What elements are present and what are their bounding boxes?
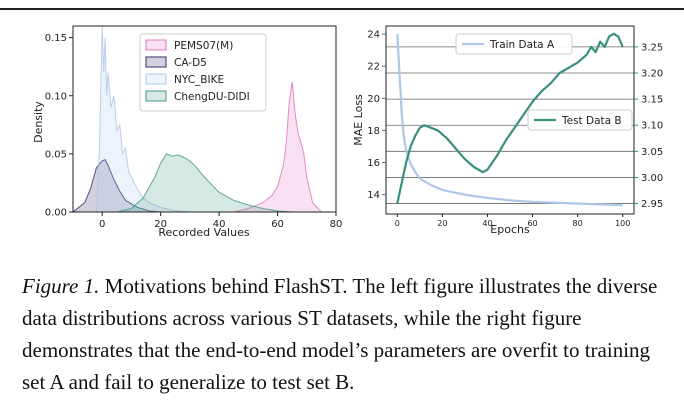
left-x-tick-label: 40: [213, 219, 226, 230]
line-train-data-a: [396, 33, 623, 207]
right-right-y-tick-label: 3.00: [641, 173, 663, 184]
legend-swatch-pems07-m: [145, 39, 167, 51]
legend-label-train-data-a: Train Data A: [489, 39, 555, 51]
right-y-axis-label: MAE Loss: [352, 94, 365, 146]
density-area-nyc-bike: [95, 25, 190, 213]
line-test-data-b: [396, 32, 624, 204]
left-legend-box: [139, 33, 267, 112]
figure-caption-label: Figure 1.: [22, 274, 100, 298]
right-x-tick-label: 20: [437, 219, 447, 228]
right-x-tick-label: 40: [482, 219, 492, 228]
right-right-y-tick-label: 3.15: [641, 95, 663, 106]
left-y-axis-label: Density: [32, 101, 45, 143]
right-x-tick-label: 80: [573, 219, 583, 228]
right-left-y-tick-label: 24: [367, 30, 380, 41]
legend-swatch-chengdu-didi: [145, 90, 167, 102]
left-x-tick-label: 20: [154, 219, 167, 230]
legend-label-nyc-bike: NYC_BIKE: [174, 74, 224, 86]
right-right-y-tick-label: 3.05: [641, 147, 663, 158]
legend-label-chengdu-didi: ChengDU-DIDI: [174, 91, 250, 103]
top-rule: [0, 8, 684, 10]
right-legend: Train Data A Test Data B: [455, 33, 633, 131]
legend-box-train: [455, 33, 573, 55]
density-area-ca-d5: [71, 159, 161, 213]
right-x-axis-label: Epochs: [490, 223, 530, 236]
right-left-y-tick-label: 18: [367, 126, 380, 137]
left-y-tick-label: 0.00: [45, 208, 67, 219]
right-right-y-tick-label: 3.25: [641, 42, 663, 53]
left-y-tick-label: 0.10: [45, 91, 67, 102]
right-right-y-tick-label: 3.10: [641, 121, 663, 132]
left-x-axis-label: Recorded Values: [158, 226, 249, 239]
legend-swatch-nyc-bike: [145, 73, 167, 85]
right-left-y-tick-label: 16: [367, 158, 380, 169]
left-x-tick-label: 0: [99, 219, 105, 230]
right-x-tick-label: 100: [615, 219, 630, 228]
left-y-tick-label: 0.15: [45, 33, 67, 44]
right-right-y-tick-label: 2.95: [641, 199, 663, 210]
left-legend: PEMS07(M) CA-D5 NYC_BIKE ChengDU-DIDI: [139, 33, 267, 112]
legend-label-test-data-b: Test Data B: [561, 115, 622, 127]
left-y-tick-label: 0.05: [45, 149, 67, 160]
right-loss-chart: 0 20 40 60 80 100 14 16 18 20 22 24 2.95 3.00 3.05 3.…: [352, 25, 663, 236]
right-left-y-tick-label: 14: [367, 190, 380, 201]
right-x-tick-label: 60: [527, 219, 537, 228]
legend-label-pems07-m: PEMS07(M): [174, 40, 233, 52]
left-density-chart: 0 20 40 60 80 0.00 0.05 0.10 0.15 Recorded Valu…: [32, 25, 342, 239]
legend-label-ca-d5: CA-D5: [174, 57, 207, 69]
left-x-tick-label: 80: [330, 219, 342, 230]
legend-box-test: [527, 109, 633, 131]
figure-caption-text: Motivations behind FlashST. The left fig…: [22, 274, 658, 394]
right-x-tick-label: 0: [395, 219, 400, 228]
legend-swatch-ca-d5: [145, 56, 167, 68]
density-area-pems07-m: [233, 81, 323, 213]
figure-caption: Figure 1. Motivations behind FlashST. Th…: [22, 270, 667, 398]
right-left-y-tick-label: 20: [367, 94, 380, 105]
right-right-y-tick-label: 3.20: [641, 69, 663, 80]
right-plot-frame: [385, 25, 635, 215]
right-left-y-tick-label: 22: [367, 62, 380, 73]
left-plot-frame: [72, 25, 337, 213]
density-area-chengdu-didi: [116, 153, 293, 213]
left-x-tick-label: 60: [271, 219, 284, 230]
